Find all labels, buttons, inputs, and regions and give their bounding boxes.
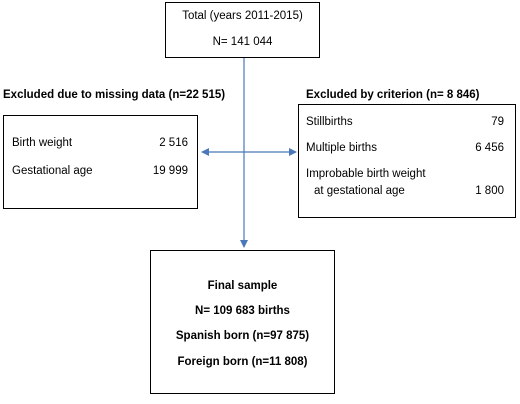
improbable-weight-value: 1 800 — [475, 185, 504, 197]
birth-weight-value: 2 516 — [159, 137, 188, 149]
multiple-births-label: Multiple births — [306, 142, 377, 154]
foreign-born: Foreign born (n=11 808) — [177, 356, 308, 368]
missing-data-box — [3, 115, 198, 209]
improbable-weight-label: Improbable birth weight — [306, 168, 426, 180]
final-sample-box — [150, 250, 335, 394]
spanish-born: Spanish born (n=97 875) — [175, 330, 310, 342]
criterion-heading: Excluded by criterion (n= 8 846) — [306, 89, 480, 101]
improbable-weight-label-line2: at gestational age — [314, 185, 405, 197]
final-sample-title: Final sample — [207, 280, 278, 292]
total-box — [165, 2, 320, 58]
criterion-box — [298, 104, 516, 218]
final-sample-n: N= 109 683 births — [195, 305, 290, 317]
birth-weight-label: Birth weight — [12, 137, 73, 149]
gestational-age-value: 19 999 — [152, 165, 188, 177]
stillbirths-label: Stillbirths — [306, 116, 353, 128]
multiple-births-value: 6 456 — [475, 142, 504, 154]
gestational-age-label: Gestational age — [12, 165, 93, 177]
total-n: N= 141 044 — [212, 36, 273, 48]
missing-data-heading: Excluded due to missing data (n=22 515) — [3, 89, 226, 101]
total-title: Total (years 2011-2015) — [182, 10, 303, 22]
stillbirths-value: 79 — [491, 116, 504, 128]
